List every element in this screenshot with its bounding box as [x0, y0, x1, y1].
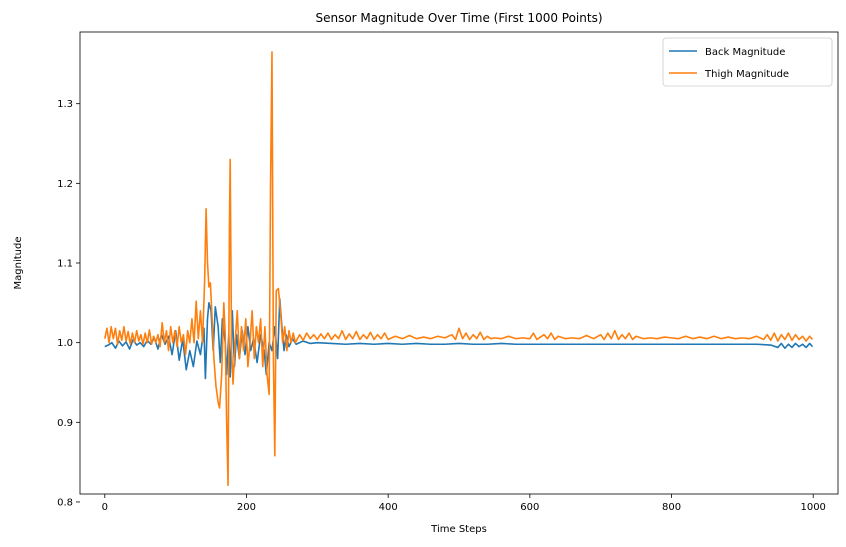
y-tick-label: 1.1 [57, 259, 73, 270]
x-tick-label: 400 [379, 502, 398, 513]
x-tick-label: 800 [662, 502, 681, 513]
legend-box [662, 37, 833, 87]
y-tick-label: 1.3 [57, 99, 73, 110]
y-axis-title: Magnitude [13, 237, 24, 290]
plot-area [80, 32, 838, 494]
series-line-back-magnitude [104, 298, 814, 380]
chart-title: Sensor Magnitude Over Time (First 1000 P… [315, 11, 602, 25]
x-tick-label: 0 [102, 502, 108, 513]
x-tick-label: 600 [520, 502, 539, 513]
legend: Back Magnitude Thigh Magnitude [662, 37, 833, 87]
y-tick-label: 0.9 [57, 418, 73, 429]
y-axis-ticks: 0.8 0.9 1.0 1.1 1.2 1.3 [57, 99, 80, 508]
series-layer [104, 51, 814, 487]
axes-frame [79, 31, 839, 495]
x-axis-title: Time Steps [430, 524, 487, 535]
y-tick-label: 1.2 [57, 179, 73, 190]
x-tick-label: 1000 [800, 502, 825, 513]
x-axis-ticks: 0 200 400 600 800 1000 [102, 494, 826, 513]
x-tick-label: 200 [237, 502, 256, 513]
y-tick-label: 0.8 [57, 497, 73, 508]
series-line-thigh-magnitude [104, 51, 814, 487]
legend-label-thigh: Thigh Magnitude [704, 69, 789, 80]
y-tick-label: 1.0 [57, 338, 73, 349]
legend-label-back: Back Magnitude [705, 47, 785, 58]
